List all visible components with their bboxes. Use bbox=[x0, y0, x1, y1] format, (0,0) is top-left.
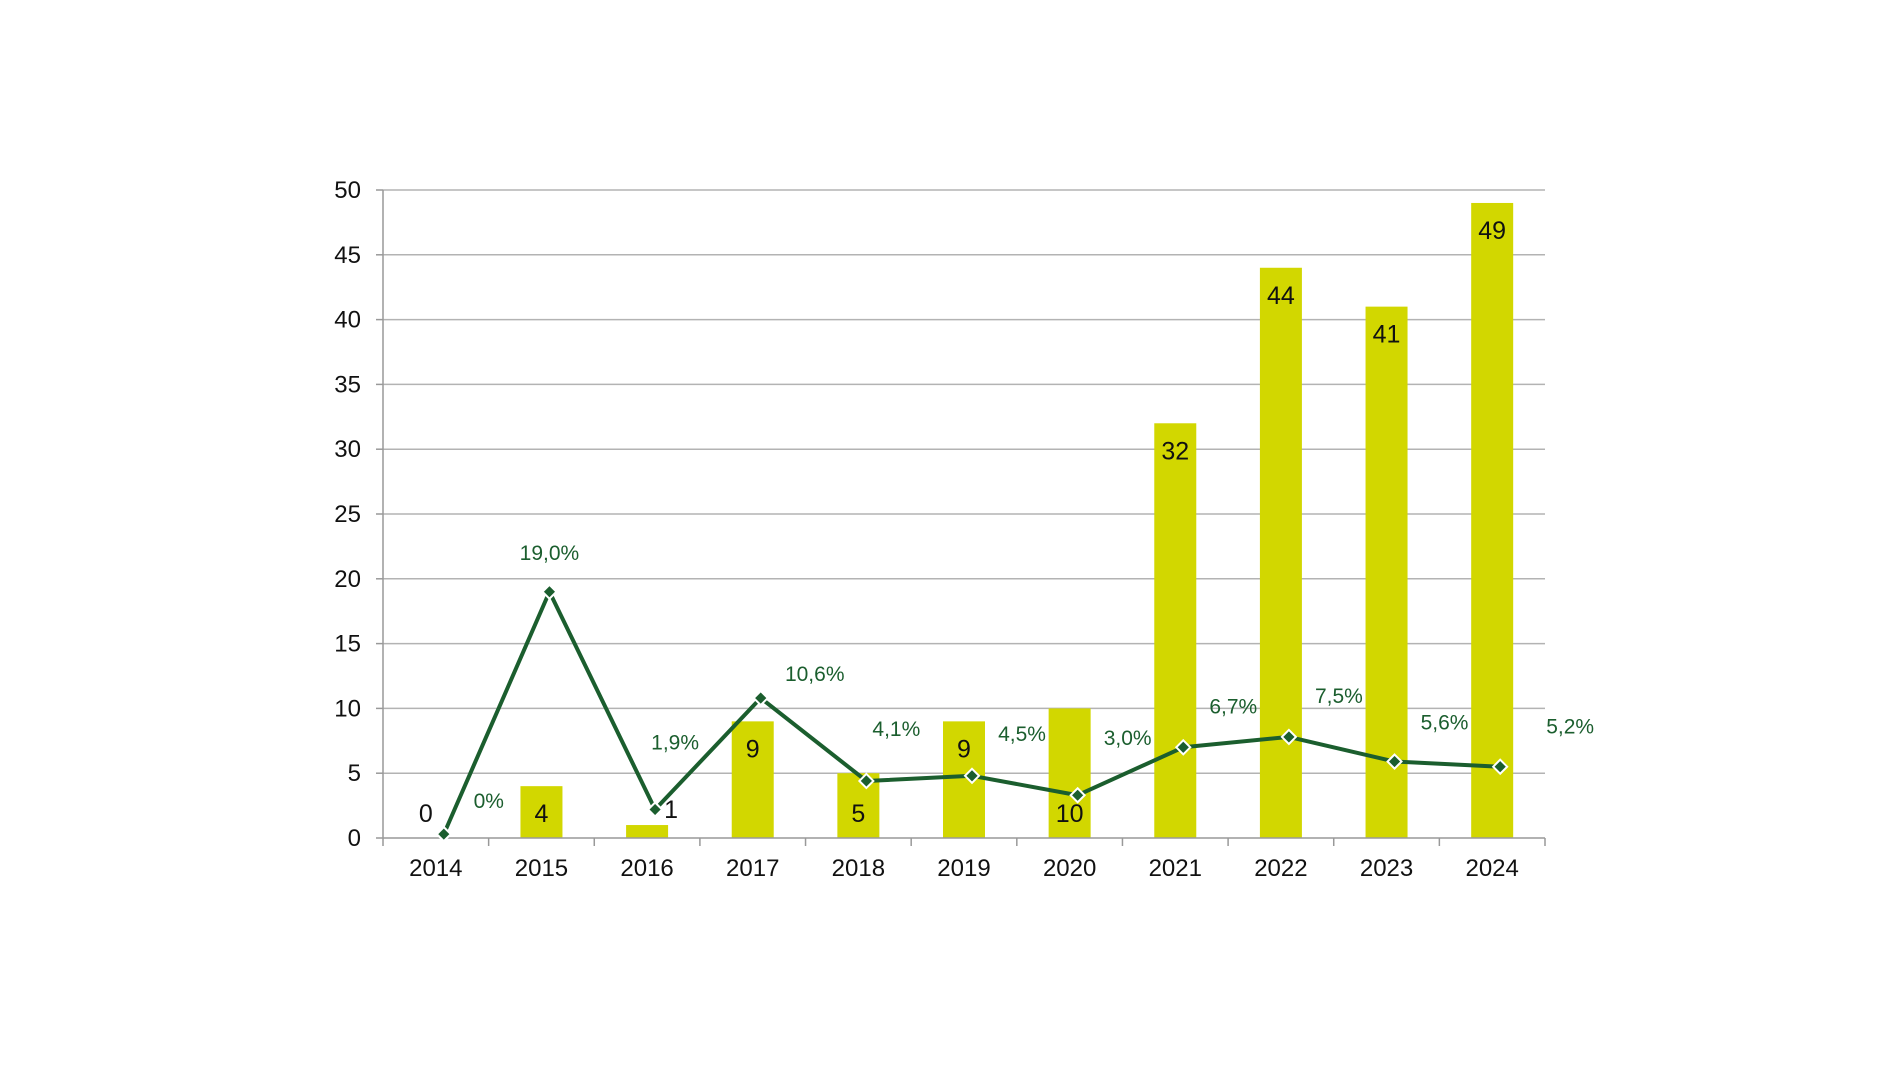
bar-value-label-2021: 32 bbox=[1161, 437, 1189, 465]
line-value-label-2019: 4,5% bbox=[998, 723, 1046, 746]
bar-2022 bbox=[1259, 267, 1302, 838]
y-tick-label: 15 bbox=[334, 631, 361, 658]
x-tick-label-2015: 2015 bbox=[515, 855, 568, 882]
y-tick-label: 20 bbox=[334, 566, 361, 593]
y-tick-label: 25 bbox=[334, 501, 361, 528]
y-tick-label: 35 bbox=[334, 371, 361, 398]
x-tick-label-2023: 2023 bbox=[1360, 855, 1413, 882]
y-tick-label: 30 bbox=[334, 436, 361, 463]
x-tick-label-2020: 2020 bbox=[1043, 855, 1096, 882]
x-tick-label-2016: 2016 bbox=[620, 855, 673, 882]
bar-2016 bbox=[626, 825, 669, 838]
x-axis bbox=[382, 190, 1545, 839]
line-data-labels: 0% 19,0% 1,9% 10,6% 4,1% 4,5% 3,0% 6,7% 7,5% 5,6%… bbox=[474, 542, 1594, 813]
line-value-label-2015: 19,0% bbox=[520, 542, 580, 565]
x-axis-ticks: 2014 2015 2016 2017 2018 2019 2020 2021 2022 2023… bbox=[382, 838, 1546, 882]
y-tick-label: 40 bbox=[334, 307, 361, 334]
line-value-label-2018: 4,1% bbox=[872, 718, 920, 741]
line-series bbox=[435, 583, 1509, 843]
bar-2021 bbox=[1154, 423, 1197, 838]
line-value-label-2016: 1,9% bbox=[651, 731, 699, 754]
bar-2024 bbox=[1471, 202, 1514, 838]
bar-value-label-2017: 9 bbox=[746, 735, 760, 763]
y-tick-label: 10 bbox=[334, 695, 361, 722]
bar-value-label-2019: 9 bbox=[957, 735, 971, 763]
bar-2020 bbox=[1048, 708, 1091, 838]
line-point-2023 bbox=[1386, 753, 1403, 770]
line-value-label-2021: 6,7% bbox=[1209, 695, 1257, 718]
bar-2019 bbox=[943, 721, 985, 838]
bar-2015 bbox=[520, 786, 563, 838]
y-tick-label: 50 bbox=[334, 177, 361, 204]
line-point-2024 bbox=[1491, 758, 1509, 776]
y-tick-label: 0 bbox=[348, 825, 361, 852]
bar-value-label-2015: 4 bbox=[535, 800, 549, 828]
x-tick-label-2014: 2014 bbox=[409, 855, 462, 882]
line-point-2020 bbox=[1069, 786, 1087, 804]
bar-2017 bbox=[731, 721, 774, 838]
x-tick-label-2017: 2017 bbox=[726, 855, 779, 882]
x-tick-label-2022: 2022 bbox=[1254, 855, 1307, 882]
bar-value-label-2024: 49 bbox=[1478, 217, 1506, 245]
line-point-2019 bbox=[963, 767, 981, 785]
x-tick-label-2018: 2018 bbox=[832, 855, 885, 882]
x-tick-label-2019: 2019 bbox=[937, 855, 990, 882]
line-value-label-2017: 10,6% bbox=[785, 663, 845, 686]
bar-value-label-2023: 41 bbox=[1373, 321, 1401, 349]
y-tick-label: 45 bbox=[334, 242, 361, 269]
line-point-2014 bbox=[435, 825, 453, 843]
x-tick-label-2021: 2021 bbox=[1149, 855, 1202, 882]
y-tick-label: 5 bbox=[348, 760, 361, 787]
line-point-2016 bbox=[646, 801, 664, 818]
line-value-label-2023: 5,6% bbox=[1421, 712, 1469, 735]
line-point-2021 bbox=[1174, 738, 1192, 756]
line-point-2017 bbox=[752, 689, 770, 707]
bar-value-label-2022: 44 bbox=[1267, 282, 1295, 310]
bar-2018 bbox=[837, 773, 880, 838]
bar-value-label-2020: 10 bbox=[1056, 800, 1084, 828]
bar-value-label-2018: 5 bbox=[851, 800, 865, 828]
line-value-label-2024: 5,2% bbox=[1546, 716, 1594, 739]
line-value-label-2022: 7,5% bbox=[1315, 685, 1363, 708]
bar-series bbox=[520, 202, 1514, 838]
line-point-2018 bbox=[857, 772, 875, 790]
bar-value-label-2016: 1 bbox=[664, 796, 678, 824]
line-value-label-2014: 0% bbox=[474, 790, 504, 813]
y-axis-ticks: 0 5 10 15 20 25 30 35 40 45 50 bbox=[334, 177, 383, 852]
line-point-2015 bbox=[541, 583, 558, 601]
x-tick-label-2024: 2024 bbox=[1465, 855, 1518, 882]
line-point-2022 bbox=[1280, 728, 1298, 746]
bar-2023 bbox=[1365, 306, 1408, 838]
bar-value-label-2014: 0 bbox=[419, 800, 433, 828]
line-value-label-2020: 3,0% bbox=[1104, 727, 1152, 750]
